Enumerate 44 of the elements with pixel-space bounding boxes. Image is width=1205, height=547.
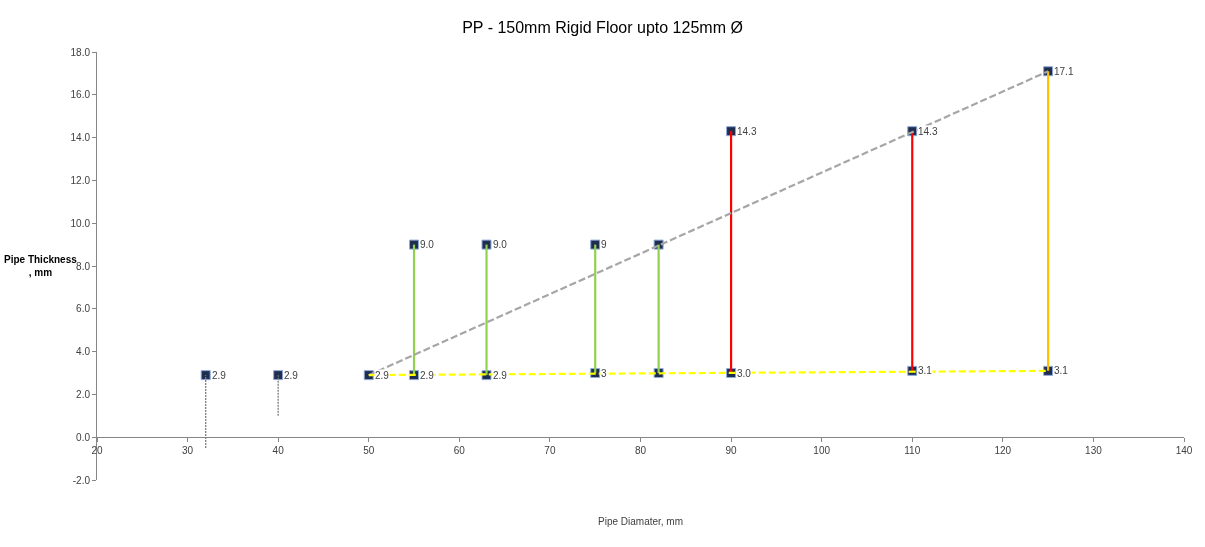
x-tick-label: 100 — [813, 445, 831, 457]
y-tick-label: 14.0 — [70, 132, 91, 144]
data-label: 3.0 — [737, 368, 752, 379]
y-tick-label: 18.0 — [70, 46, 91, 58]
data-label: 3 — [601, 368, 607, 379]
y-tick-label: 10.0 — [70, 217, 91, 229]
y-tick-label: 12.0 — [70, 174, 91, 186]
data-label: 9 — [601, 239, 607, 250]
point — [590, 239, 601, 250]
data-label: 3.1 — [1054, 365, 1069, 376]
point — [200, 370, 211, 381]
data-label: 3.1 — [918, 365, 933, 376]
y-tick-label: 16.0 — [70, 89, 91, 101]
x-tick-label: 140 — [1175, 445, 1193, 457]
x-tick-label: 80 — [634, 445, 647, 457]
y-tick-label: 6.0 — [76, 303, 91, 315]
point — [409, 239, 420, 250]
data-label: 9.0 — [493, 239, 508, 250]
x-tick-label: 40 — [272, 445, 285, 457]
data-label: 17.1 — [1054, 66, 1074, 77]
y-tick-label: 4.0 — [76, 346, 91, 358]
data-label: 9.0 — [420, 239, 435, 250]
chart-title: PP - 150mm Rigid Floor upto 125mm Ø — [462, 18, 743, 36]
x-tick-label: 50 — [363, 445, 375, 457]
data-label: 2.9 — [420, 370, 435, 381]
y-tick-label: 0.0 — [76, 431, 91, 443]
y-tick-label: 2.0 — [76, 388, 91, 400]
data-label: 2.9 — [375, 370, 390, 381]
x-tick-label: 60 — [453, 445, 466, 457]
x-tick-label: 90 — [725, 445, 738, 457]
x-tick-label: 130 — [1085, 445, 1103, 457]
y-tick-label: -2.0 — [72, 474, 91, 486]
data-label: 14.3 — [737, 126, 757, 137]
x-tick-label: 70 — [544, 445, 556, 457]
y-tick-label: 8.0 — [76, 260, 91, 272]
data-label: 2.9 — [212, 370, 227, 381]
data-label: 2.9 — [284, 370, 299, 381]
x-tick-label: 30 — [182, 445, 194, 457]
point — [273, 370, 284, 381]
data-label: 2.9 — [493, 370, 508, 381]
data-label: 14.3 — [918, 126, 938, 137]
x-tick-label: 120 — [994, 445, 1012, 457]
x-axis-title: Pipe Diamater, mm — [598, 516, 684, 527]
x-tick-label: 110 — [904, 445, 921, 457]
